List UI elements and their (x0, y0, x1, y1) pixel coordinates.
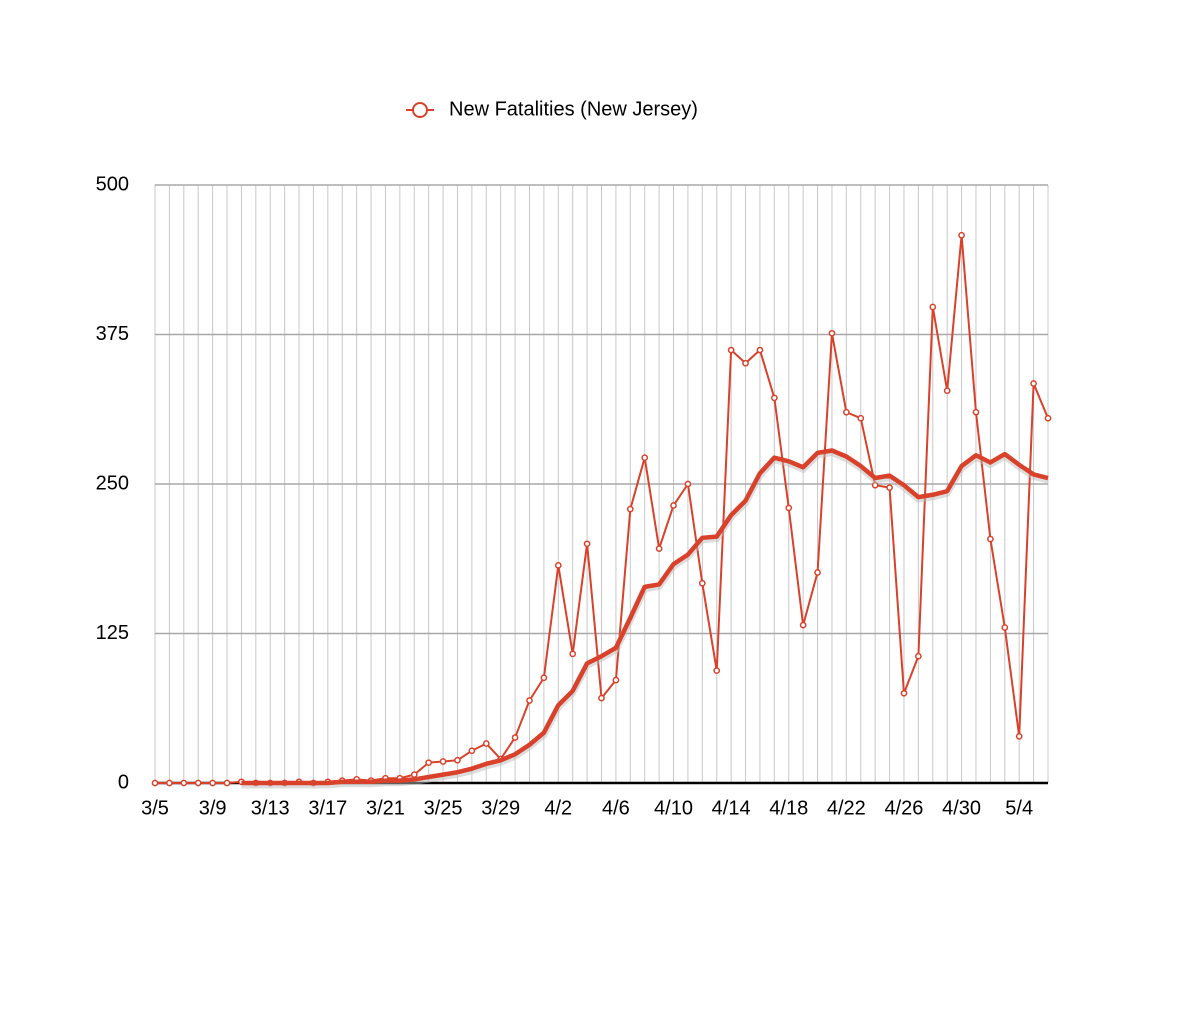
marker (799, 621, 807, 629)
marker (972, 408, 980, 416)
marker (180, 779, 188, 787)
marker (670, 502, 677, 509)
x-tick-label: 4/2 (544, 797, 572, 819)
marker (554, 561, 562, 569)
marker (612, 676, 620, 684)
marker (843, 408, 850, 416)
x-tick-label: 4/30 (942, 797, 981, 819)
marker (1015, 733, 1023, 740)
marker (626, 505, 634, 513)
line (241, 448, 1049, 786)
marker (569, 650, 577, 658)
marker (598, 694, 605, 702)
marker (814, 569, 821, 576)
x-tick-label: 3/13 (251, 797, 290, 819)
x-tick-label: 4/26 (884, 797, 923, 819)
marker (1030, 380, 1037, 387)
marker (929, 303, 937, 311)
marker (641, 454, 649, 462)
marker (655, 545, 663, 552)
marker (425, 759, 433, 767)
marker (857, 414, 865, 422)
marker (482, 740, 490, 747)
y-tick-label: 0 (118, 771, 129, 793)
marker (194, 779, 202, 787)
legend-label: New Fatalities (New Jersey) (449, 98, 698, 120)
marker (742, 359, 749, 367)
x-tick-label: 4/18 (769, 797, 808, 819)
marker (828, 329, 836, 337)
marker (223, 779, 231, 787)
marker (209, 779, 216, 787)
marker (756, 346, 764, 354)
marker (958, 231, 965, 239)
marker (1001, 624, 1009, 631)
legend-marker (412, 102, 428, 118)
marker (900, 689, 908, 697)
x-tick-label: 4/14 (712, 797, 751, 819)
y-tick-label: 125 (96, 622, 129, 644)
x-tick-label: 3/21 (366, 797, 405, 819)
marker (540, 674, 548, 682)
x-tick-label: 3/17 (308, 797, 347, 819)
marker (943, 387, 951, 395)
marker (785, 504, 793, 512)
x-tick-label: 3/25 (424, 797, 463, 819)
marker (511, 734, 519, 741)
marker (439, 758, 447, 765)
marker (410, 771, 418, 778)
x-tick-label: 3/5 (141, 797, 169, 819)
y-tick-label: 375 (96, 323, 129, 345)
marker (770, 394, 778, 402)
marker (698, 579, 706, 587)
x-tick-label: 4/22 (827, 797, 866, 819)
marker (151, 779, 159, 787)
marker (468, 747, 476, 755)
marker (583, 540, 591, 548)
marker (713, 667, 721, 674)
marker (1044, 414, 1052, 422)
marker (166, 779, 173, 787)
x-tick-label: 3/29 (481, 797, 520, 819)
marker (987, 535, 994, 543)
marker (526, 697, 533, 704)
marker (915, 652, 922, 660)
marker (727, 346, 735, 354)
x-tick-label: 4/6 (602, 797, 630, 819)
y-tick-label: 250 (96, 472, 129, 494)
marker (684, 480, 692, 488)
y-tick-label: 500 (96, 173, 129, 195)
marker (886, 484, 893, 491)
x-tick-label: 4/10 (654, 797, 693, 819)
x-tick-label: 5/4 (1005, 797, 1033, 819)
marker (454, 756, 461, 764)
x-tick-label: 3/9 (199, 797, 227, 819)
